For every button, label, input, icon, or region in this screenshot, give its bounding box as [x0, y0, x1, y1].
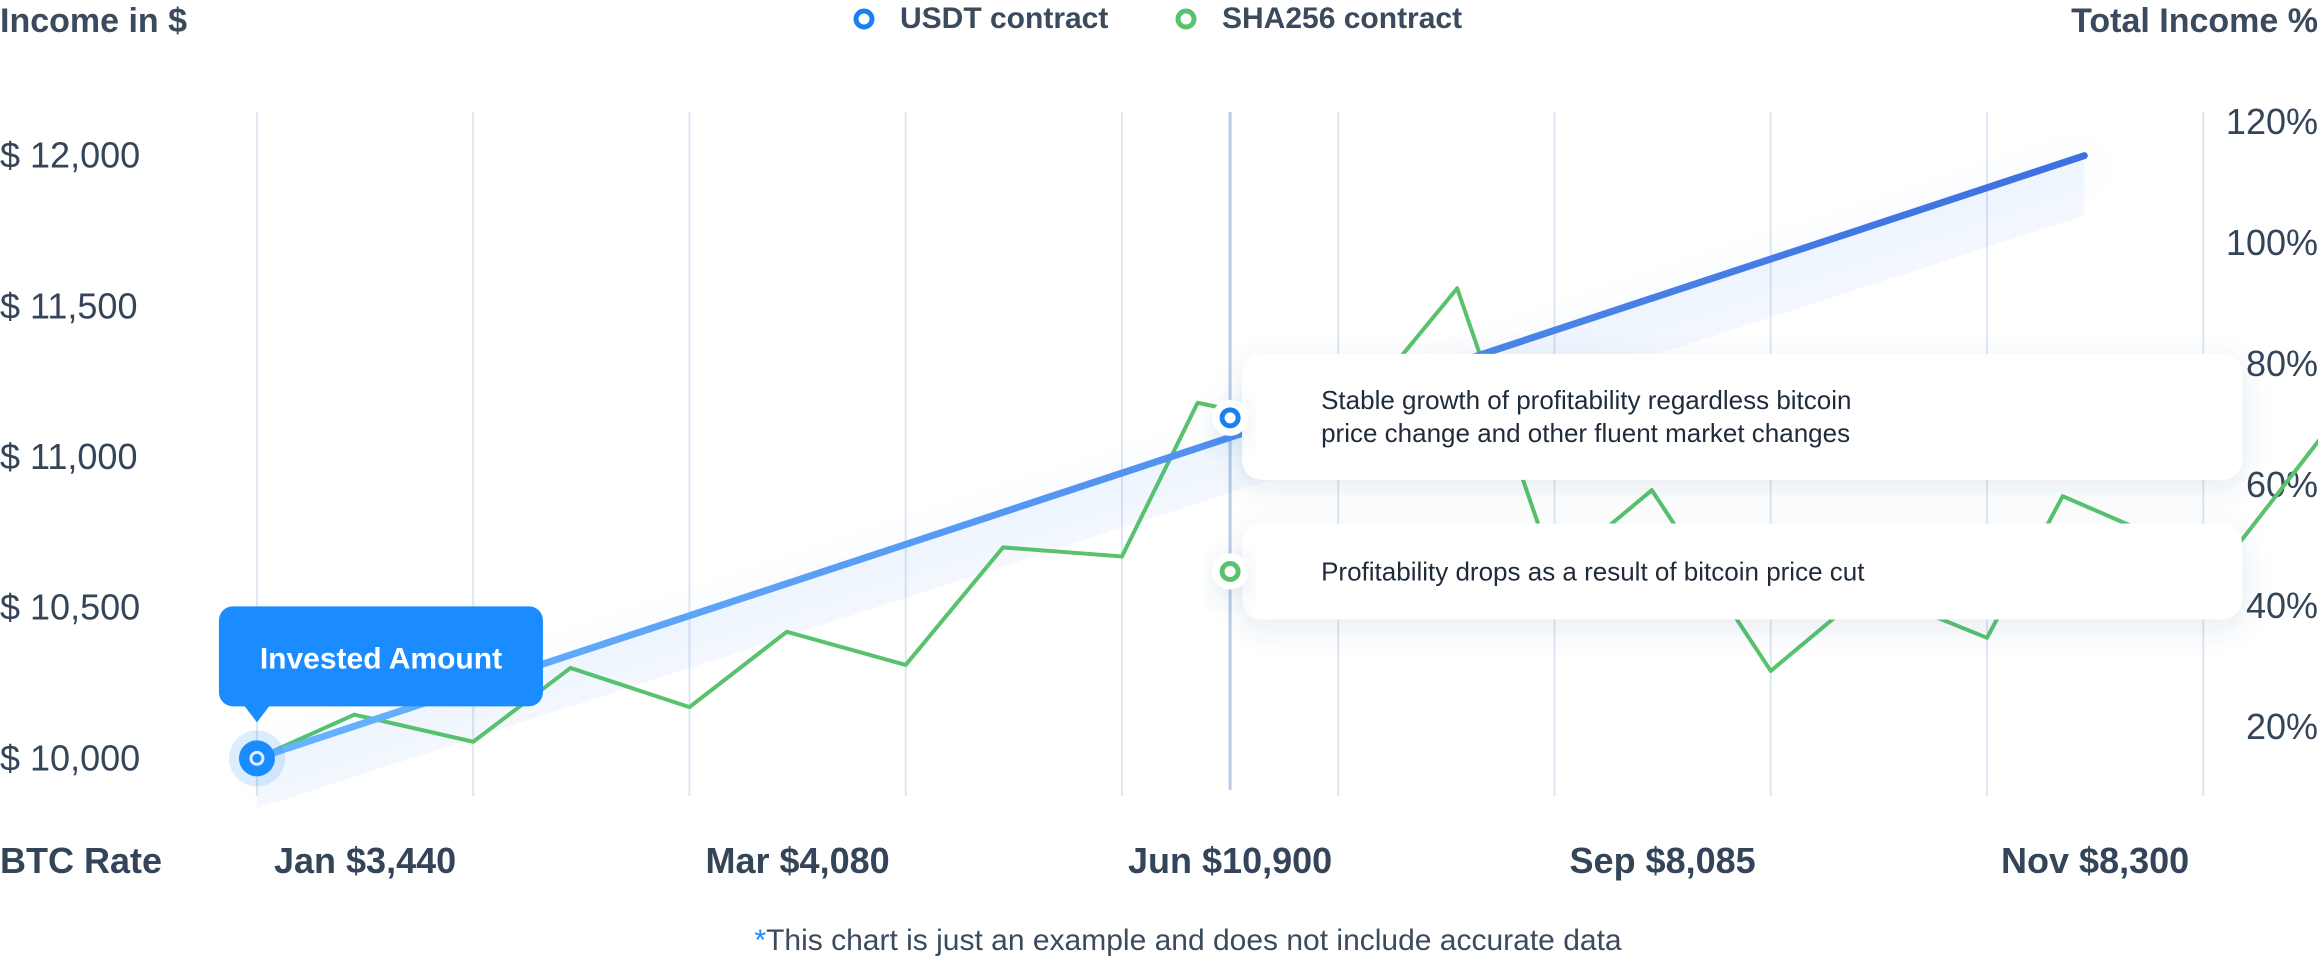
series-layer — [253, 152, 2318, 809]
y-right-tick-3: 60% — [2246, 464, 2318, 505]
footnote-star: * — [754, 924, 766, 957]
x-tick-2: Jun $10,900 — [1128, 840, 1332, 881]
annotation-marker-1 — [1219, 407, 1241, 429]
x-tick-0: Jan $3,440 — [274, 840, 456, 881]
footnote: *This chart is just an example and does … — [754, 924, 1622, 957]
y-left-tick-0: $ 12,000 — [0, 135, 140, 176]
footnote-text: This chart is just an example and does n… — [766, 924, 1622, 957]
annotation-1-line-1: price change and other fluent market cha… — [1321, 418, 1850, 448]
x-axis: Jan $3,440 Mar $4,080 Jun $10,900 Sep $8,08… — [274, 840, 2189, 881]
start-dot-inner — [249, 750, 265, 766]
annotation-box-1 — [1242, 353, 2243, 480]
y-right-tick-2: 80% — [2246, 343, 2318, 384]
x-tick-1: Mar $4,080 — [706, 840, 890, 881]
annotation-1-line-0: Stable growth of profitability regardles… — [1321, 385, 1851, 415]
left-axis-header: Income in $ — [0, 2, 187, 40]
legend-sha256-marker — [1175, 8, 1197, 30]
legend: USDT contract SHA256 contract — [853, 2, 1462, 35]
annotation-marker-2 — [1219, 561, 1241, 583]
x-axis-label: BTC Rate — [0, 840, 162, 881]
y-right-tick-5: 20% — [2246, 706, 2318, 747]
usdt-line — [253, 152, 2088, 762]
annotations: Stable growth of profitability regardles… — [1212, 353, 2243, 620]
y-left-tick-3: $ 10,500 — [0, 587, 140, 628]
callout-tail — [243, 705, 270, 723]
y-left-tick-4: $ 10,000 — [0, 737, 140, 778]
callout-box — [218, 606, 543, 707]
annotation-2-line-0: Profitability drops as a result of bitco… — [1321, 557, 1865, 587]
y-left-tick-2: $ 11,000 — [0, 436, 137, 477]
usdt-glow — [256, 155, 2085, 809]
start-dot — [238, 740, 275, 777]
y-right-tick-0: 120% — [2226, 101, 2318, 142]
legend-sha256-label: SHA256 contract — [1222, 2, 1462, 35]
right-y-axis: 120% 100% 80% 60% 40% 20% — [2226, 101, 2318, 747]
legend-usdt-marker — [853, 8, 875, 30]
right-axis-header: Total Income % — [2071, 2, 2318, 40]
y-left-tick-1: $ 11,500 — [0, 285, 137, 326]
x-tick-4: Nov $8,300 — [2001, 840, 2189, 881]
y-right-tick-4: 40% — [2246, 585, 2318, 626]
y-right-tick-1: 100% — [2226, 222, 2318, 263]
invested-amount-callout: Invested Amount — [218, 606, 543, 723]
start-point-marker — [228, 730, 285, 787]
annotation-box-2 — [1242, 523, 2243, 620]
legend-usdt-label: USDT contract — [900, 2, 1108, 35]
callout-text: Invested Amount — [260, 642, 502, 675]
x-tick-3: Sep $8,085 — [1570, 840, 1756, 881]
left-y-axis: $ 12,000 $ 11,500 $ 11,000 $ 10,500 $ 10,000 — [0, 135, 140, 779]
